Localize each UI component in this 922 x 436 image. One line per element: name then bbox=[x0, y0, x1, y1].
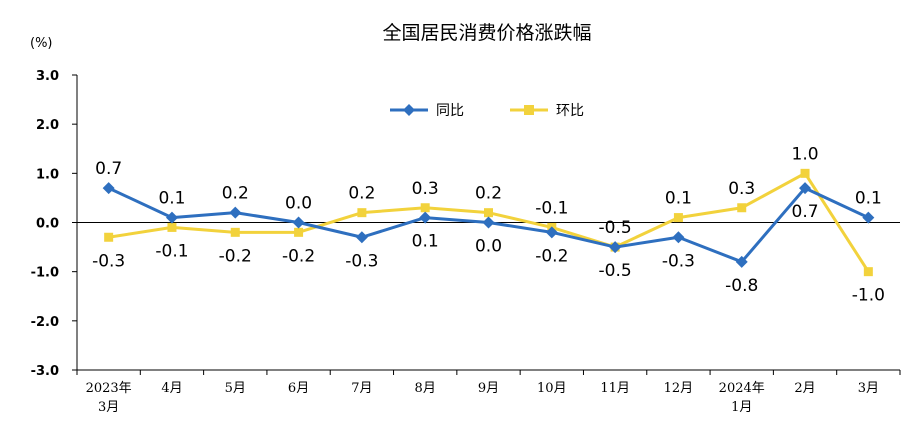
y-tick-label: -3.0 bbox=[31, 364, 59, 379]
data-point-mom bbox=[294, 227, 304, 237]
data-label-yoy: 0.2 bbox=[222, 184, 249, 204]
data-point-mom bbox=[484, 208, 493, 218]
data-label-yoy: -0.3 bbox=[345, 251, 378, 271]
y-tick-label: 3.0 bbox=[36, 69, 59, 84]
data-point-yoy bbox=[609, 241, 622, 254]
x-tick-label: 1月 bbox=[731, 400, 752, 415]
data-point-mom bbox=[357, 208, 367, 218]
x-tick-label: 2024年 bbox=[719, 381, 765, 396]
y-tick-label: 1.0 bbox=[36, 167, 59, 182]
data-label-yoy: 0.7 bbox=[792, 202, 819, 222]
x-axis: 2023年 3月 4月 5月 6月 7月 8月 9月 10月 11月 12月 2024年 1月 2月 3月 bbox=[76, 222, 901, 415]
data-label-yoy: 0.0 bbox=[475, 237, 502, 257]
data-label-mom: -0.2 bbox=[282, 246, 315, 266]
legend-item-yoy: 同比 bbox=[390, 103, 464, 119]
data-label-yoy: 0.1 bbox=[158, 189, 185, 209]
data-point-yoy bbox=[355, 231, 368, 244]
x-tick-label: 7月 bbox=[351, 381, 372, 396]
data-label-mom: -0.3 bbox=[92, 251, 125, 271]
data-label-mom: -0.5 bbox=[599, 218, 632, 238]
y-tick-label: -2.0 bbox=[31, 315, 59, 330]
legend-item-mom: 环比 bbox=[510, 103, 584, 119]
legend-label-mom: 环比 bbox=[556, 103, 584, 119]
x-tick-label: 3月 bbox=[858, 381, 879, 396]
data-label-yoy: 0.1 bbox=[412, 232, 439, 252]
data-point-yoy bbox=[862, 211, 875, 224]
data-point-mom bbox=[167, 222, 177, 232]
legend-label-yoy: 同比 bbox=[436, 103, 464, 119]
y-tick-label: 2.0 bbox=[36, 118, 59, 133]
data-label-mom: 0.2 bbox=[475, 184, 502, 204]
data-label-mom: -0.2 bbox=[219, 246, 252, 266]
data-point-yoy bbox=[102, 182, 115, 195]
data-point-yoy bbox=[482, 216, 495, 229]
data-label-mom: 0.3 bbox=[412, 179, 439, 199]
x-tick-label: 8月 bbox=[415, 381, 436, 396]
data-point-mom bbox=[800, 168, 810, 178]
data-label-mom: -0.1 bbox=[155, 241, 188, 261]
data-label-yoy: -0.5 bbox=[599, 261, 632, 281]
plot-area bbox=[102, 168, 875, 277]
data-label-mom: 0.2 bbox=[348, 184, 375, 204]
legend-marker-mom bbox=[524, 105, 534, 115]
y-axis: 3.0 2.0 1.0 0.0 -1.0 -2.0 -3.0 bbox=[31, 69, 78, 379]
data-point-yoy bbox=[799, 182, 812, 195]
x-tick-label: 10月 bbox=[537, 381, 567, 396]
x-tick-label: 9月 bbox=[478, 381, 499, 396]
data-label-mom: -1.0 bbox=[852, 286, 885, 306]
x-tick-label: 2023年 bbox=[86, 381, 132, 396]
data-point-mom bbox=[737, 203, 747, 213]
data-point-yoy bbox=[735, 255, 748, 268]
x-tick-label: 4月 bbox=[161, 381, 182, 396]
data-point-mom bbox=[863, 267, 873, 277]
data-label-mom: -0.1 bbox=[535, 198, 568, 218]
data-labels: 0.7 -0.3 0.1 -0.1 0.2 -0.2 0.0 -0.2 -0.3 0.2 0.1 0.… bbox=[92, 144, 885, 305]
y-tick-label: 0.0 bbox=[36, 217, 59, 232]
data-label-mom: 0.3 bbox=[728, 179, 755, 199]
data-label-yoy: 0.1 bbox=[855, 189, 882, 209]
data-point-yoy bbox=[292, 216, 305, 229]
x-tick-label: 12月 bbox=[664, 381, 694, 396]
legend: 同比 环比 bbox=[390, 103, 584, 119]
y-axis-unit-label: (%) bbox=[30, 36, 53, 51]
x-tick-label: 6月 bbox=[288, 381, 309, 396]
data-label-yoy: 0.7 bbox=[95, 159, 122, 179]
data-point-yoy bbox=[229, 206, 242, 219]
y-tick-label: -1.0 bbox=[31, 266, 59, 281]
data-point-yoy bbox=[165, 211, 178, 224]
x-tick-label: 3月 bbox=[98, 400, 119, 415]
data-label-yoy: -0.3 bbox=[662, 251, 695, 271]
data-label-mom: 1.0 bbox=[792, 144, 819, 164]
data-point-yoy bbox=[672, 231, 685, 244]
data-label-yoy: 0.0 bbox=[285, 194, 312, 214]
x-tick-label: 2月 bbox=[794, 381, 815, 396]
legend-marker-yoy bbox=[403, 104, 415, 116]
data-point-mom bbox=[104, 232, 114, 242]
data-label-mom: 0.1 bbox=[665, 189, 692, 209]
chart-title: 全国居民消费价格涨跌幅 bbox=[382, 22, 591, 44]
data-point-mom bbox=[230, 227, 240, 237]
data-point-yoy bbox=[419, 211, 432, 224]
data-point-mom bbox=[420, 203, 430, 213]
data-point-mom bbox=[673, 213, 683, 223]
data-label-yoy: -0.2 bbox=[535, 246, 568, 266]
data-point-yoy bbox=[545, 226, 558, 239]
x-tick-label: 5月 bbox=[225, 381, 246, 396]
x-tick-label: 11月 bbox=[600, 381, 630, 396]
data-label-yoy: -0.8 bbox=[725, 276, 758, 296]
